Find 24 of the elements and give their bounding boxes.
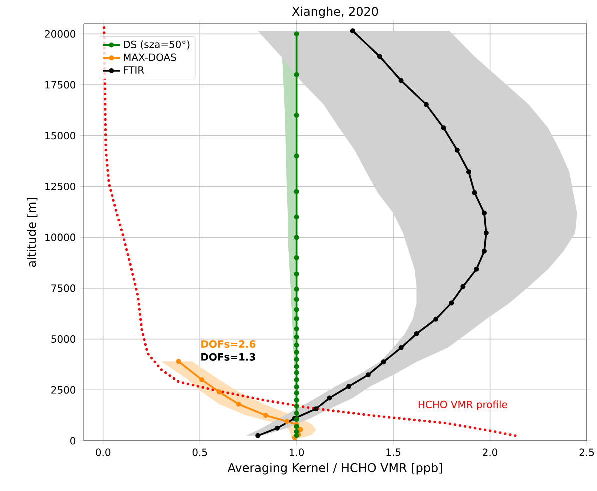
annotation: DOFs=1.3 [202,353,256,361]
y-tick-label: 17500 [46,81,76,89]
x-tick-label: 1.5 [386,448,401,456]
y-axis-title: altitude [m] [27,198,38,268]
chart-title: Xianghe, 2020 [292,6,378,18]
y-tick-label: 10000 [46,234,76,242]
annotation: DOFs=2.6 [202,340,256,348]
x-tick-label: 0.5 [192,448,208,456]
x-tick-label: 0.0 [96,448,111,456]
x-tick-label: 2.0 [483,448,498,456]
series-label: HCHO VMR profile [418,400,508,410]
legend-label: FTIR [124,66,144,74]
y-tick-label: 20000 [45,30,76,38]
y-tick-label: 7500 [52,284,76,292]
y-tick-label: 12500 [46,182,76,190]
x-axis-title: Averaging Kernel / HCHO VMR [ppb] [228,463,442,475]
y-tick-label: 15000 [46,132,76,140]
legend-label: MAX-DOAS [124,54,176,62]
x-tick-label: 1.0 [290,448,304,456]
y-tick-label: 0 [70,437,76,445]
legend-label: DS (sza=50°) [124,40,190,50]
x-tick-label: 2.5 [580,448,594,456]
y-tick-label: 5000 [52,336,76,344]
y-tick-label: 2500 [52,386,76,394]
